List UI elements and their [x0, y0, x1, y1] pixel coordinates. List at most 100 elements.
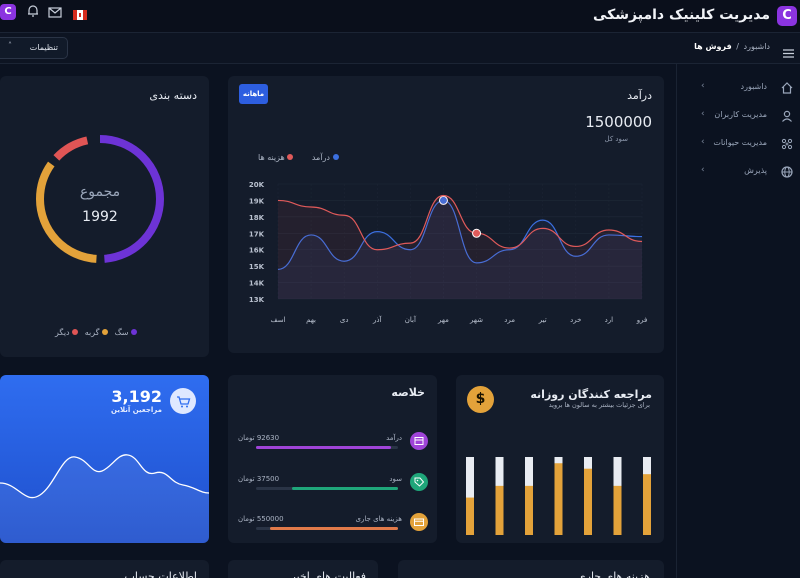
cart-icon-wrap[interactable]: [170, 388, 196, 414]
y-tick-label: 14K: [249, 280, 265, 288]
breadcrumb-root[interactable]: داشبورد: [743, 42, 770, 51]
legend-item-revenue[interactable]: درآمد: [312, 153, 339, 162]
legend-label: دیگر: [55, 328, 70, 337]
legend-label: هزینه ها: [258, 153, 285, 162]
daily-bar[interactable]: [613, 485, 622, 535]
y-tick-label: 16K: [249, 247, 265, 255]
summary-progress-fill: [256, 446, 391, 449]
legend-item-cat[interactable]: گربه: [84, 328, 109, 337]
x-tick-label: مرد: [504, 316, 515, 324]
sidebar-item-dashboard[interactable]: داشبورد ‹: [677, 78, 800, 100]
donut-total-value: 1992: [82, 209, 118, 225]
home-icon: [779, 80, 795, 96]
top-bar: C مدیریت کلینیک دامپزشکی C: [0, 0, 800, 33]
y-tick-label: 17K: [249, 230, 265, 238]
x-tick-label: آبان: [405, 315, 417, 324]
legend-dot: [287, 154, 294, 160]
sidebar-item-label: پذیرش: [744, 166, 767, 175]
sidebar-item-animals[interactable]: مدیریت حیوانات ‹: [677, 134, 800, 156]
daily-bar[interactable]: [554, 463, 563, 535]
visitors-wave: [0, 454, 209, 543]
revenue-line-chart[interactable]: 20K 19K 18K 17K 16K 15K 14K 13K فرو ارد خرد تیر مرد ش…: [228, 166, 664, 336]
recent-activity-card: فعالیت های اخیر: [228, 560, 378, 578]
donut-segment-dog[interactable]: [36, 135, 164, 263]
settings-label: تنظیمات: [29, 43, 58, 52]
chevron-left-icon: ‹: [701, 137, 705, 147]
data-point[interactable]: [438, 195, 448, 205]
x-tick-label: فرو: [636, 316, 648, 324]
tag-icon: [410, 473, 428, 491]
summary-item-profit[interactable]: سود 37500 تومان: [238, 471, 428, 495]
daily-bar[interactable]: [643, 474, 651, 535]
x-tick-label: دی: [340, 316, 349, 324]
x-tick-label: خرد: [570, 316, 581, 324]
breadcrumb-bar: داشبورد / فروش ها ˄ تنظیمات: [0, 33, 800, 64]
revenue-legend: درآمد هزینه ها: [258, 153, 339, 162]
summary-item-revenue[interactable]: درآمد 92630 تومان: [238, 430, 428, 454]
visitors-label: مراجعین آنلاین: [111, 406, 162, 414]
daily-bar[interactable]: [495, 485, 504, 535]
daily-bar-chart[interactable]: [456, 455, 664, 537]
current-costs-card: هزینه های جاری: [398, 560, 664, 578]
daily-bar[interactable]: [466, 497, 474, 535]
account-info-card: اطلاعات حساب: [0, 560, 209, 578]
summary-label: درآمد: [386, 434, 402, 442]
y-tick-label: 20K: [249, 181, 265, 189]
app-logo[interactable]: C: [777, 6, 797, 26]
sidebar: داشبورد ‹ مدیریت کاربران ‹ مدیریت حیوانا…: [676, 64, 800, 578]
x-tick-label: ارد: [605, 316, 613, 324]
x-tick-label: آذر: [372, 315, 382, 324]
chevron-left-icon: ‹: [701, 109, 705, 119]
category-legend: سگ گربه دیگر: [55, 328, 137, 337]
summary-progress-fill: [270, 527, 398, 530]
monthly-badge[interactable]: ماهانه: [239, 84, 268, 104]
donut-total-label: مجموع: [80, 184, 120, 200]
x-tick-label: شهر: [469, 316, 483, 324]
mail-icon[interactable]: [48, 4, 62, 18]
sidebar-item-label: مدیریت کاربران: [714, 110, 767, 119]
card-title: خلاصه: [391, 386, 425, 399]
sidebar-item-label: مدیریت حیوانات: [713, 138, 767, 147]
chevron-left-icon: ‹: [701, 165, 705, 175]
menu-icon[interactable]: [783, 43, 794, 58]
dollar-icon[interactable]: $: [467, 386, 494, 413]
y-tick-label: 15K: [249, 263, 265, 271]
summary-progress-track: [256, 446, 398, 449]
daily-bar[interactable]: [584, 468, 592, 535]
data-point[interactable]: [472, 228, 482, 238]
breadcrumb-current: فروش ها: [694, 42, 732, 51]
breadcrumb-separator: /: [736, 42, 739, 51]
legend-item-costs[interactable]: هزینه ها: [258, 153, 294, 162]
visitors-count: 3,192: [111, 387, 162, 406]
sidebar-item-users[interactable]: مدیریت کاربران ‹: [677, 106, 800, 128]
sidebar-item-reception[interactable]: پذیرش ‹: [677, 162, 800, 184]
summary-amount: 92630 تومان: [238, 434, 280, 442]
bell-icon[interactable]: [26, 3, 40, 17]
revenue-card: درآمد ماهانه 1500000 سود کل درآمد هزینه …: [228, 76, 664, 353]
series-area-1: [278, 195, 642, 299]
summary-progress-track: [256, 527, 398, 530]
daily-visitors-card: $ مراجعه کنندگان روزانه برای جزئیات بیشت…: [456, 375, 664, 543]
x-tick-label: تیر: [538, 316, 547, 324]
card-title: مراجعه کنندگان روزانه: [530, 388, 652, 401]
legend-dot: [102, 329, 109, 335]
donut-segment-cat[interactable]: [36, 135, 164, 263]
card-title: هزینه های جاری: [577, 570, 650, 578]
globe-icon: [779, 164, 795, 180]
category-donut: مجموع 1992: [36, 135, 164, 263]
summary-item-current-costs[interactable]: هزینه های جاری 550000 تومان: [238, 511, 428, 535]
visitors-card: 3,192 مراجعین آنلاین: [0, 375, 209, 543]
summary-card: خلاصه درآمد 92630 تومان سود 37500 تومان …: [228, 375, 437, 543]
legend-label: گربه: [84, 328, 100, 337]
canada-flag-icon[interactable]: [73, 10, 87, 20]
daily-bar[interactable]: [525, 485, 533, 535]
series-line-1[interactable]: [277, 194, 643, 251]
app-logo-small[interactable]: C: [0, 4, 16, 20]
card-title: دسته بندی: [149, 89, 197, 102]
legend-item-other[interactable]: دیگر: [55, 328, 79, 337]
settings-dropdown[interactable]: ˄ تنظیمات: [0, 37, 68, 59]
card-title: درآمد: [627, 89, 652, 102]
y-tick-label: 13K: [249, 296, 265, 304]
legend-item-dog[interactable]: سگ: [115, 328, 137, 337]
summary-amount: 550000 تومان: [238, 515, 284, 523]
